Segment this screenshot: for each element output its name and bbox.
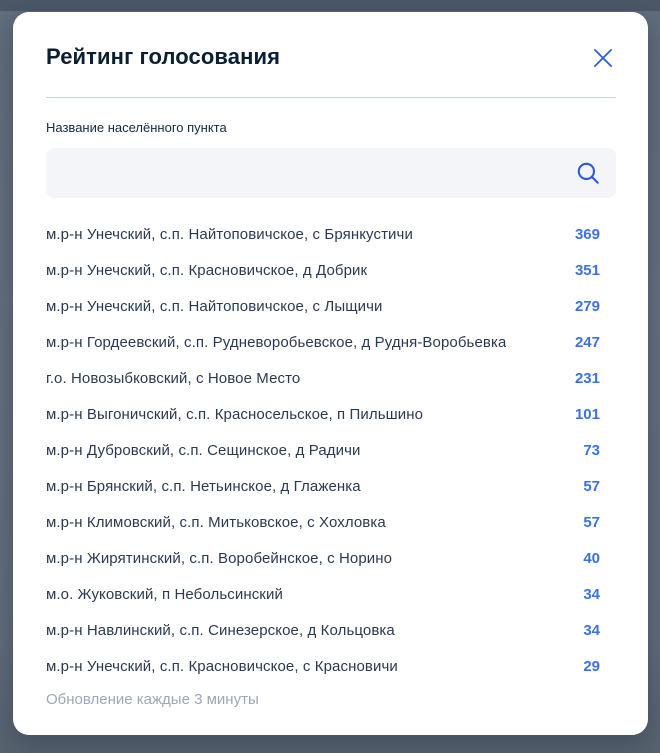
close-icon <box>590 45 616 71</box>
vote-count: 369 <box>574 225 600 243</box>
vote-count: 231 <box>574 369 600 387</box>
search-field <box>46 148 616 198</box>
rating-row: м.р-н Унечский, с.п. Найтоповичское, с Л… <box>46 288 616 324</box>
update-interval-note: Обновление каждые 3 минуты <box>46 691 259 708</box>
vote-count: 351 <box>574 261 600 279</box>
rating-row: г.о. Новозыбковский, с Новое Место 231 <box>46 360 616 396</box>
rating-row: м.р-н Климовский, с.п. Митьковское, с Хо… <box>46 504 616 540</box>
settlement-name: м.р-н Унечский, с.п. Красновичское, с Кр… <box>46 657 398 675</box>
vote-count: 279 <box>574 297 600 315</box>
dialog-title: Рейтинг голосования <box>46 44 281 69</box>
vote-count: 34 <box>583 621 600 639</box>
rating-row: м.р-н Гордеевский, с.п. Рудневоробьевско… <box>46 324 616 360</box>
rating-row: м.р-н Унечский, с.п. Красновичское, с Кр… <box>46 648 616 684</box>
rating-row: м.р-н Унечский, с.п. Найтоповичское, с Б… <box>46 216 616 252</box>
vote-count: 101 <box>574 405 600 423</box>
rating-row: м.р-н Навлинский, с.п. Синезерское, д Ко… <box>46 612 616 648</box>
settlement-name: м.о. Жуковский, п Небольсинский <box>46 585 283 603</box>
vote-count: 29 <box>583 657 600 675</box>
rating-row: м.р-н Унечский, с.п. Красновичское, д До… <box>46 252 616 288</box>
settlement-name: м.р-н Выгоничский, с.п. Красносельское, … <box>46 405 424 423</box>
close-button[interactable] <box>588 43 618 73</box>
search-button[interactable] <box>574 159 602 187</box>
settlement-name: м.р-н Климовский, с.п. Митьковское, с Хо… <box>46 513 386 531</box>
rating-list: м.р-н Унечский, с.п. Найтоповичское, с Б… <box>46 216 616 684</box>
rating-row: м.р-н Жирятинский, с.п. Воробейнское, с … <box>46 540 616 576</box>
settlement-name: м.р-н Гордеевский, с.п. Рудневоробьевско… <box>46 333 507 351</box>
header-divider <box>46 97 616 98</box>
vote-count: 247 <box>574 333 600 351</box>
rating-row: м.р-н Дубровский, с.п. Сещинское, д Ради… <box>46 432 616 468</box>
settlement-name: м.р-н Жирятинский, с.п. Воробейнское, с … <box>46 549 393 567</box>
search-input[interactable] <box>46 148 616 198</box>
vote-count: 57 <box>583 477 600 495</box>
settlement-name: м.р-н Дубровский, с.п. Сещинское, д Ради… <box>46 441 361 459</box>
rating-row: м.р-н Выгоничский, с.п. Красносельское, … <box>46 396 616 432</box>
vote-count: 57 <box>583 513 600 531</box>
vote-count: 34 <box>583 585 600 603</box>
rating-row: м.р-н Брянский, с.п. Нетьинское, д Глаже… <box>46 468 616 504</box>
vote-count: 73 <box>583 441 600 459</box>
settlement-name: м.р-н Унечский, с.п. Найтоповичское, с Л… <box>46 297 383 315</box>
vote-count: 40 <box>583 549 600 567</box>
search-label: Название населённого пункта <box>46 120 227 135</box>
settlement-name: м.р-н Унечский, с.п. Красновичское, д До… <box>46 261 368 279</box>
settlement-name: м.р-н Унечский, с.п. Найтоповичское, с Б… <box>46 225 413 243</box>
settlement-name: м.р-н Навлинский, с.п. Синезерское, д Ко… <box>46 621 395 639</box>
voting-rating-dialog: Рейтинг голосования Название населённого… <box>13 12 648 735</box>
search-icon <box>575 160 601 186</box>
rating-row: м.о. Жуковский, п Небольсинский 34 <box>46 576 616 612</box>
dialog-header: Рейтинг голосования <box>46 42 616 72</box>
settlement-name: г.о. Новозыбковский, с Новое Место <box>46 369 301 387</box>
settlement-name: м.р-н Брянский, с.п. Нетьинское, д Глаже… <box>46 477 361 495</box>
